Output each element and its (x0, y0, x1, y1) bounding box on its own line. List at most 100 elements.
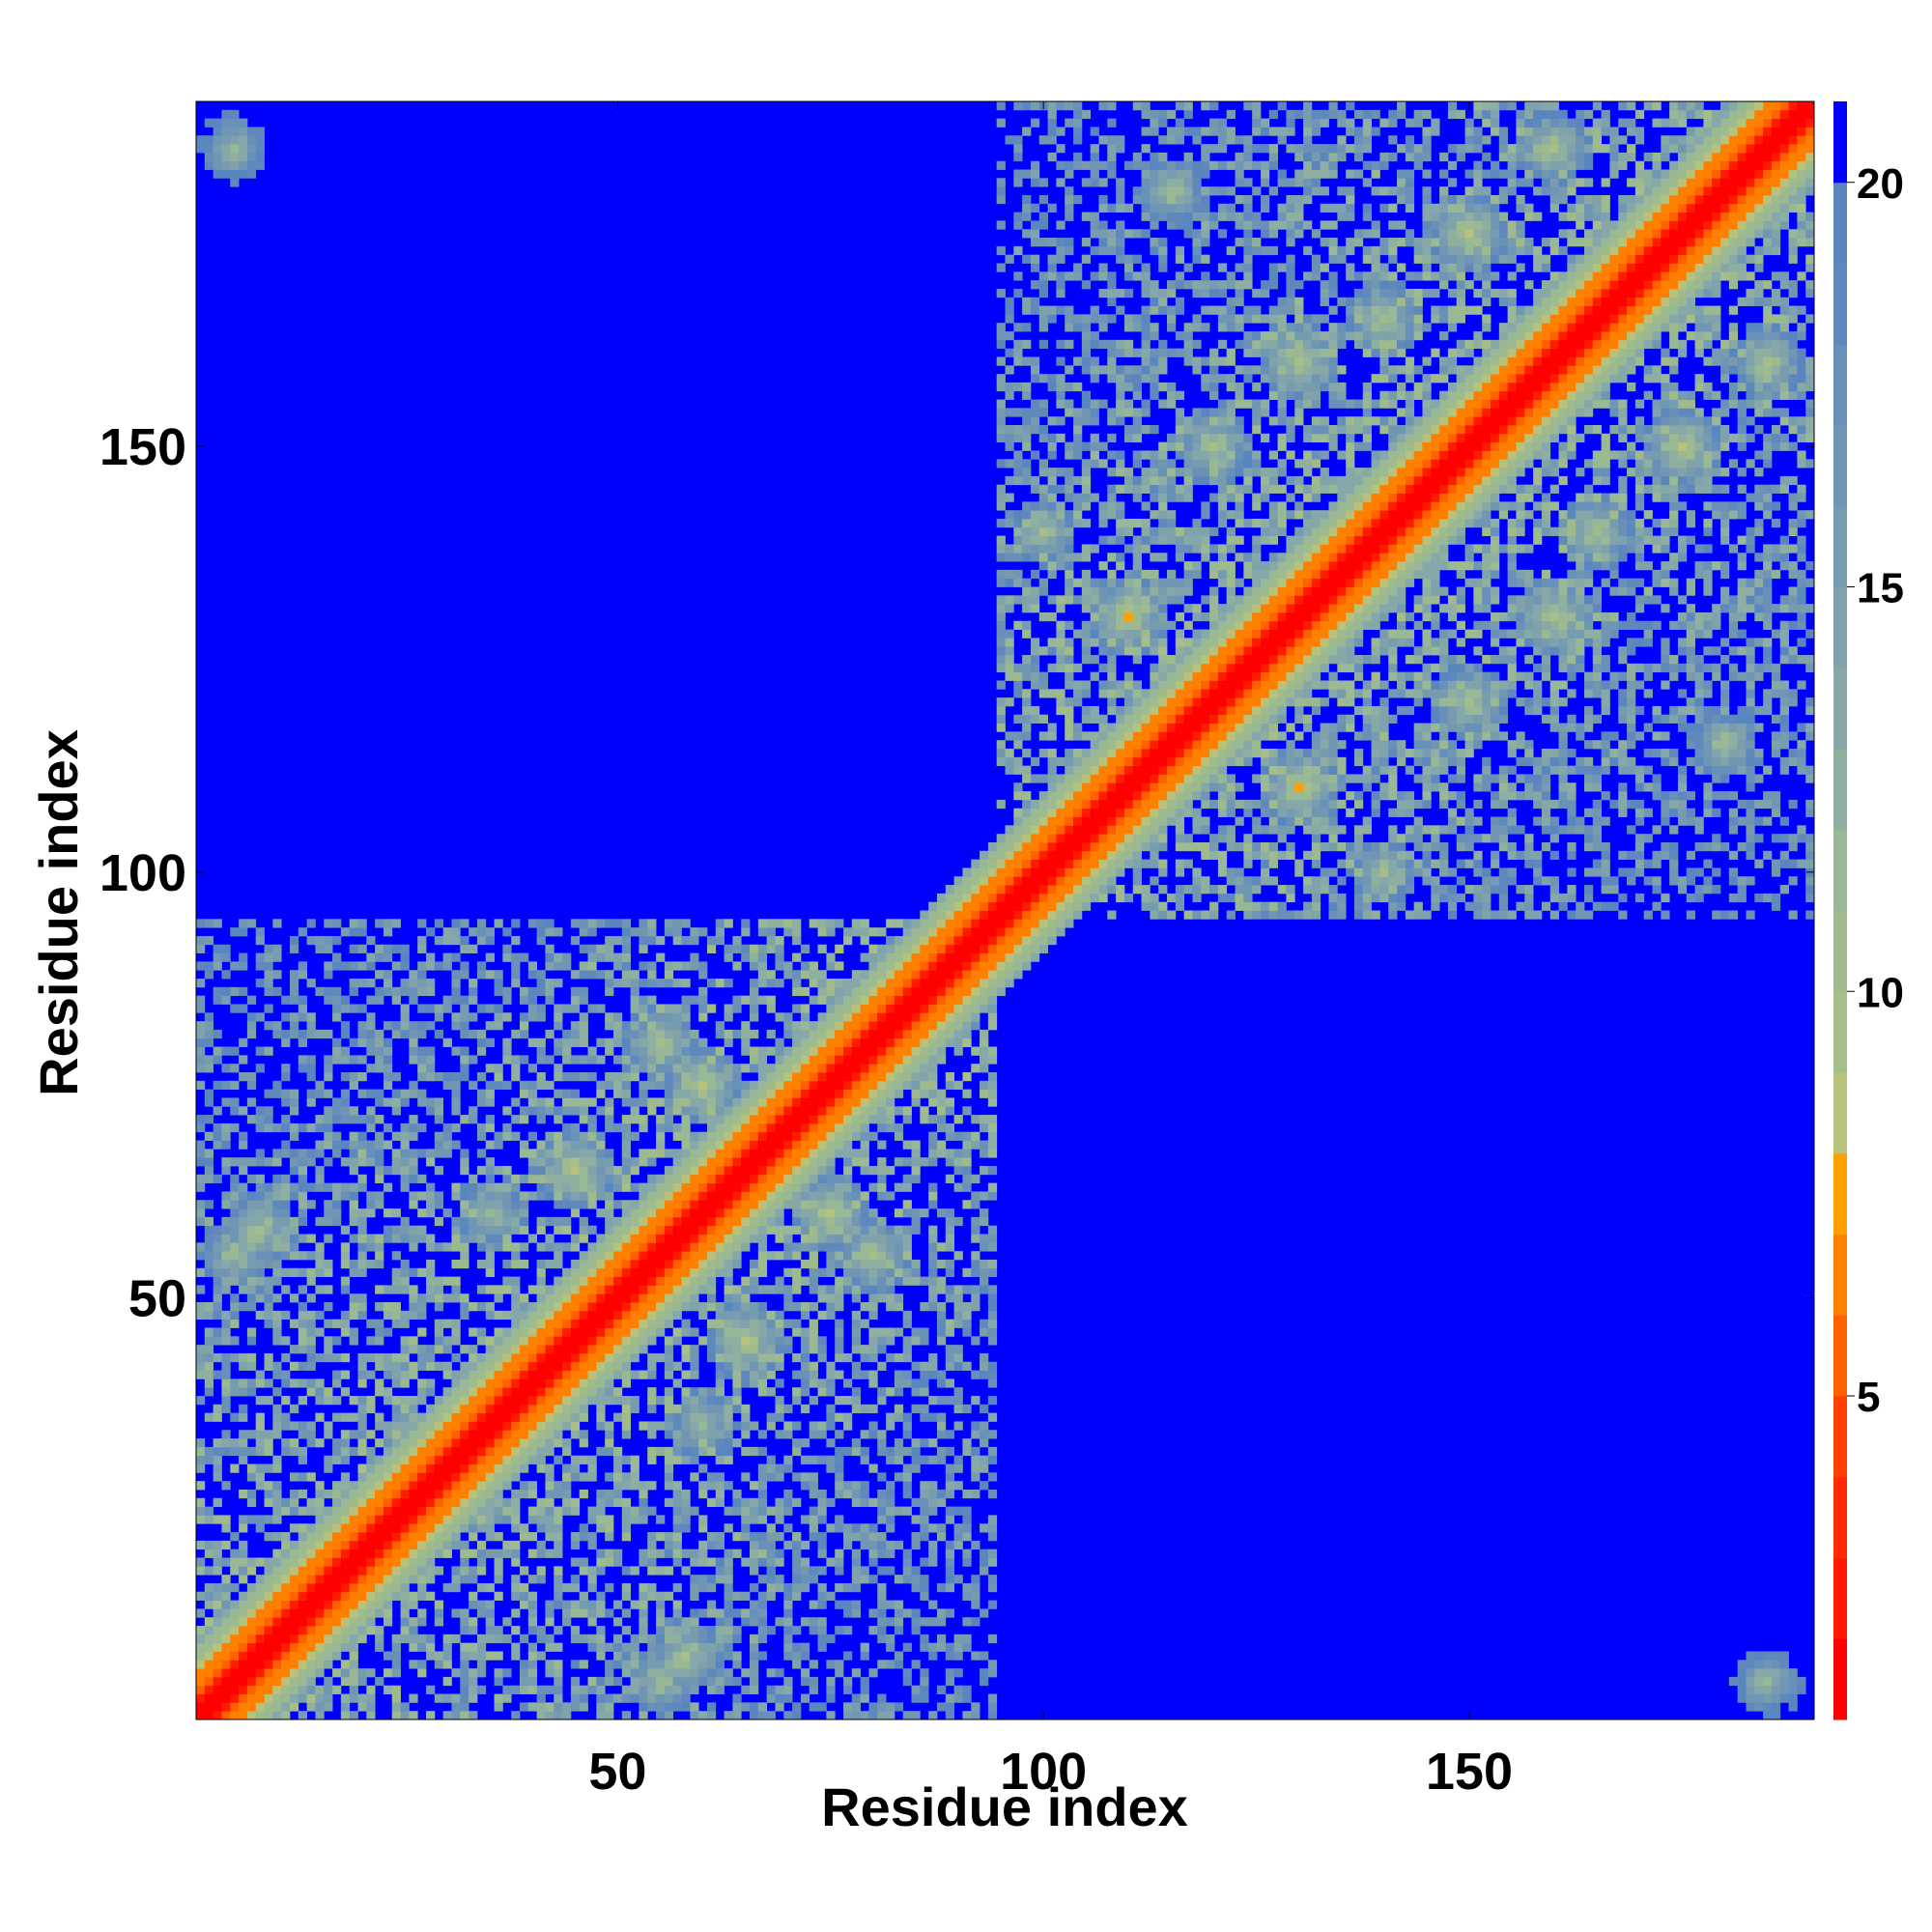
heatmap-cell (246, 160, 257, 170)
heatmap-cell (835, 1037, 844, 1047)
heatmap-cell (298, 1064, 308, 1073)
heatmap-cell (698, 1276, 708, 1286)
heatmap-cell (757, 1617, 768, 1627)
heatmap-cell (375, 986, 384, 997)
heatmap-cell (851, 1566, 862, 1576)
heatmap-cell (621, 1651, 632, 1661)
heatmap-cell (476, 1481, 487, 1491)
heatmap-cell (340, 1600, 351, 1609)
heatmap-cell (562, 1276, 572, 1286)
heatmap-cell (860, 1642, 869, 1652)
heatmap-cell (741, 1293, 751, 1303)
heatmap-cell (562, 1327, 572, 1337)
heatmap-cell (596, 1608, 606, 1618)
heatmap-cell (196, 995, 206, 1005)
heatmap-cell (732, 1225, 742, 1235)
heatmap-cell (511, 1378, 521, 1388)
heatmap-cell (851, 1131, 862, 1141)
heatmap-cell (239, 1660, 248, 1669)
heatmap-cell (306, 1157, 316, 1167)
heatmap-cell (621, 944, 632, 953)
heatmap-cell (434, 1285, 444, 1294)
heatmap-cell (750, 1557, 759, 1567)
heatmap-cell (605, 1693, 614, 1703)
heatmap-cell (340, 1438, 351, 1448)
heatmap-cell (383, 1497, 393, 1508)
heatmap-cell (545, 1216, 554, 1227)
heatmap-cell (536, 1702, 546, 1712)
heatmap-cell (511, 1582, 521, 1593)
heatmap-cell (750, 1566, 759, 1576)
heatmap-cell (272, 1557, 282, 1567)
heatmap-cell (306, 1122, 316, 1133)
heatmap-cell (868, 1711, 878, 1720)
heatmap-cell (460, 1242, 469, 1252)
heatmap-cell (400, 1396, 410, 1406)
heatmap-cell (545, 1234, 554, 1243)
heatmap-cell (426, 1097, 436, 1107)
heatmap-cell (664, 1149, 674, 1158)
heatmap-cell (612, 1276, 623, 1286)
heatmap-cell (554, 1668, 563, 1678)
heatmap-cell (357, 1267, 367, 1277)
heatmap-cell (213, 1055, 222, 1065)
heatmap-cell (315, 1396, 325, 1406)
heatmap-cell (239, 961, 248, 971)
heatmap-cell (750, 1165, 759, 1176)
heatmap-cell (775, 1404, 784, 1414)
heatmap-cell (340, 1097, 351, 1107)
heatmap-cell (766, 1157, 776, 1167)
heatmap-cell (289, 1378, 299, 1388)
heatmap-cell (664, 1396, 674, 1406)
heatmap-cell (366, 952, 376, 962)
heatmap-cell (741, 1191, 751, 1201)
heatmap-cell (605, 1208, 614, 1218)
heatmap-cell (520, 1336, 529, 1346)
heatmap-cell (843, 1029, 853, 1039)
heatmap-cell (724, 1072, 733, 1082)
heatmap-cell (426, 1506, 436, 1516)
heatmap-cell (630, 927, 639, 937)
heatmap-cell (417, 1225, 427, 1235)
heatmap-cell (221, 1200, 231, 1209)
heatmap-cell (715, 1617, 724, 1627)
heatmap-cell (545, 1345, 554, 1354)
heatmap-cell (340, 1106, 351, 1116)
heatmap-cell (596, 1421, 606, 1431)
heatmap-cell (417, 1481, 427, 1491)
heatmap-cell (246, 1668, 257, 1678)
heatmap-cell (281, 1200, 291, 1209)
heatmap-cell (460, 1506, 469, 1516)
heatmap-cell (750, 1259, 759, 1269)
heatmap-cell (306, 1182, 316, 1192)
heatmap-cell (639, 1251, 648, 1261)
heatmap-cell (860, 1540, 869, 1550)
heatmap-cell (409, 1165, 418, 1176)
heatmap-cell (527, 1064, 538, 1073)
heatmap-cell (255, 1430, 265, 1439)
heatmap-cell (860, 1157, 869, 1167)
heatmap-cell (324, 1557, 333, 1567)
heatmap-cell (324, 1216, 333, 1227)
heatmap-cell (605, 1182, 614, 1192)
heatmap-cell (570, 1660, 581, 1669)
heatmap-cell (690, 1421, 699, 1431)
heatmap-cell (375, 1540, 384, 1550)
heatmap-cell (775, 1276, 784, 1286)
heatmap-cell (605, 1122, 614, 1133)
heatmap-cell (775, 1140, 784, 1150)
heatmap-cell (800, 1182, 810, 1192)
heatmap-cell (672, 1021, 682, 1031)
heatmap-cell (809, 979, 818, 988)
heatmap-cell (476, 1208, 487, 1218)
heatmap-cell (494, 970, 503, 980)
heatmap-cell (324, 1591, 333, 1601)
heatmap-cell (621, 1481, 632, 1491)
heatmap-cell (741, 1370, 751, 1379)
heatmap-cell (596, 1404, 606, 1414)
heatmap-cell (741, 1430, 751, 1439)
heatmap-cell (750, 1327, 759, 1337)
heatmap-cell (272, 1685, 282, 1694)
heatmap-cell (264, 1651, 273, 1661)
heatmap-cell (221, 1378, 231, 1388)
